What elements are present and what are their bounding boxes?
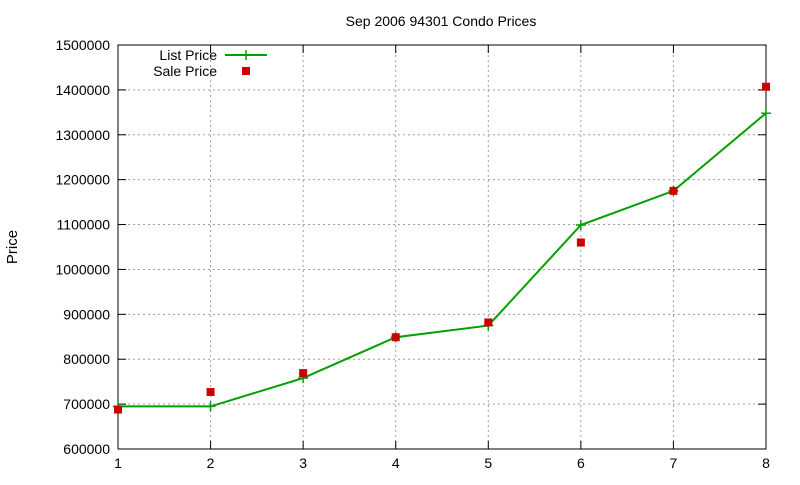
y-tick-label: 1100000 [57,217,111,233]
y-tick-label: 1200000 [55,172,110,188]
legend-label: List Price [159,47,217,63]
series-sale-price [114,82,770,414]
series [113,82,771,414]
y-tick-label: 1400000 [55,82,110,98]
y-axis-label: Price [4,230,21,264]
legend-square-swatch [242,67,250,75]
x-tick-label: 6 [577,455,585,471]
y-tick-label: 1500000 [55,37,110,53]
legend-item: Sale Price [153,63,250,79]
x-tick-label: 5 [484,455,492,471]
series-list-price [113,108,771,412]
axis-ticks: 6000007000008000009000001000000110000012… [55,37,770,471]
legend-plus-marker [241,50,251,60]
chart-title: Sep 2006 94301 Condo Prices [346,13,537,29]
list-price-line [118,112,767,408]
list-price-point [575,220,586,231]
plot-frame [117,44,767,450]
x-tick-label: 3 [299,455,307,471]
y-tick-label: 700000 [63,396,110,412]
legend-item: List Price [159,47,267,63]
x-tick-label: 8 [762,455,770,471]
x-tick-label: 1 [114,455,122,471]
sale-price-point [576,238,585,247]
sale-price-point [391,333,400,342]
x-tick-label: 4 [392,455,400,471]
y-tick-label: 900000 [63,306,110,322]
sale-price-point [206,387,215,396]
sale-price-point [669,186,678,195]
sale-price-point [299,369,308,378]
grid [118,45,766,449]
sale-price-point [762,82,770,91]
sale-price-point [484,318,493,327]
x-tick-label: 2 [207,455,215,471]
list-price-point [205,401,216,412]
legend-label: Sale Price [153,63,217,79]
sale-price-point [114,405,122,414]
x-tick-label: 7 [670,455,678,471]
y-tick-label: 1000000 [55,261,110,277]
y-tick-label: 800000 [63,351,110,367]
y-tick-label: 600000 [63,441,110,457]
y-tick-label: 1300000 [55,127,110,143]
list-price-point [761,108,771,119]
